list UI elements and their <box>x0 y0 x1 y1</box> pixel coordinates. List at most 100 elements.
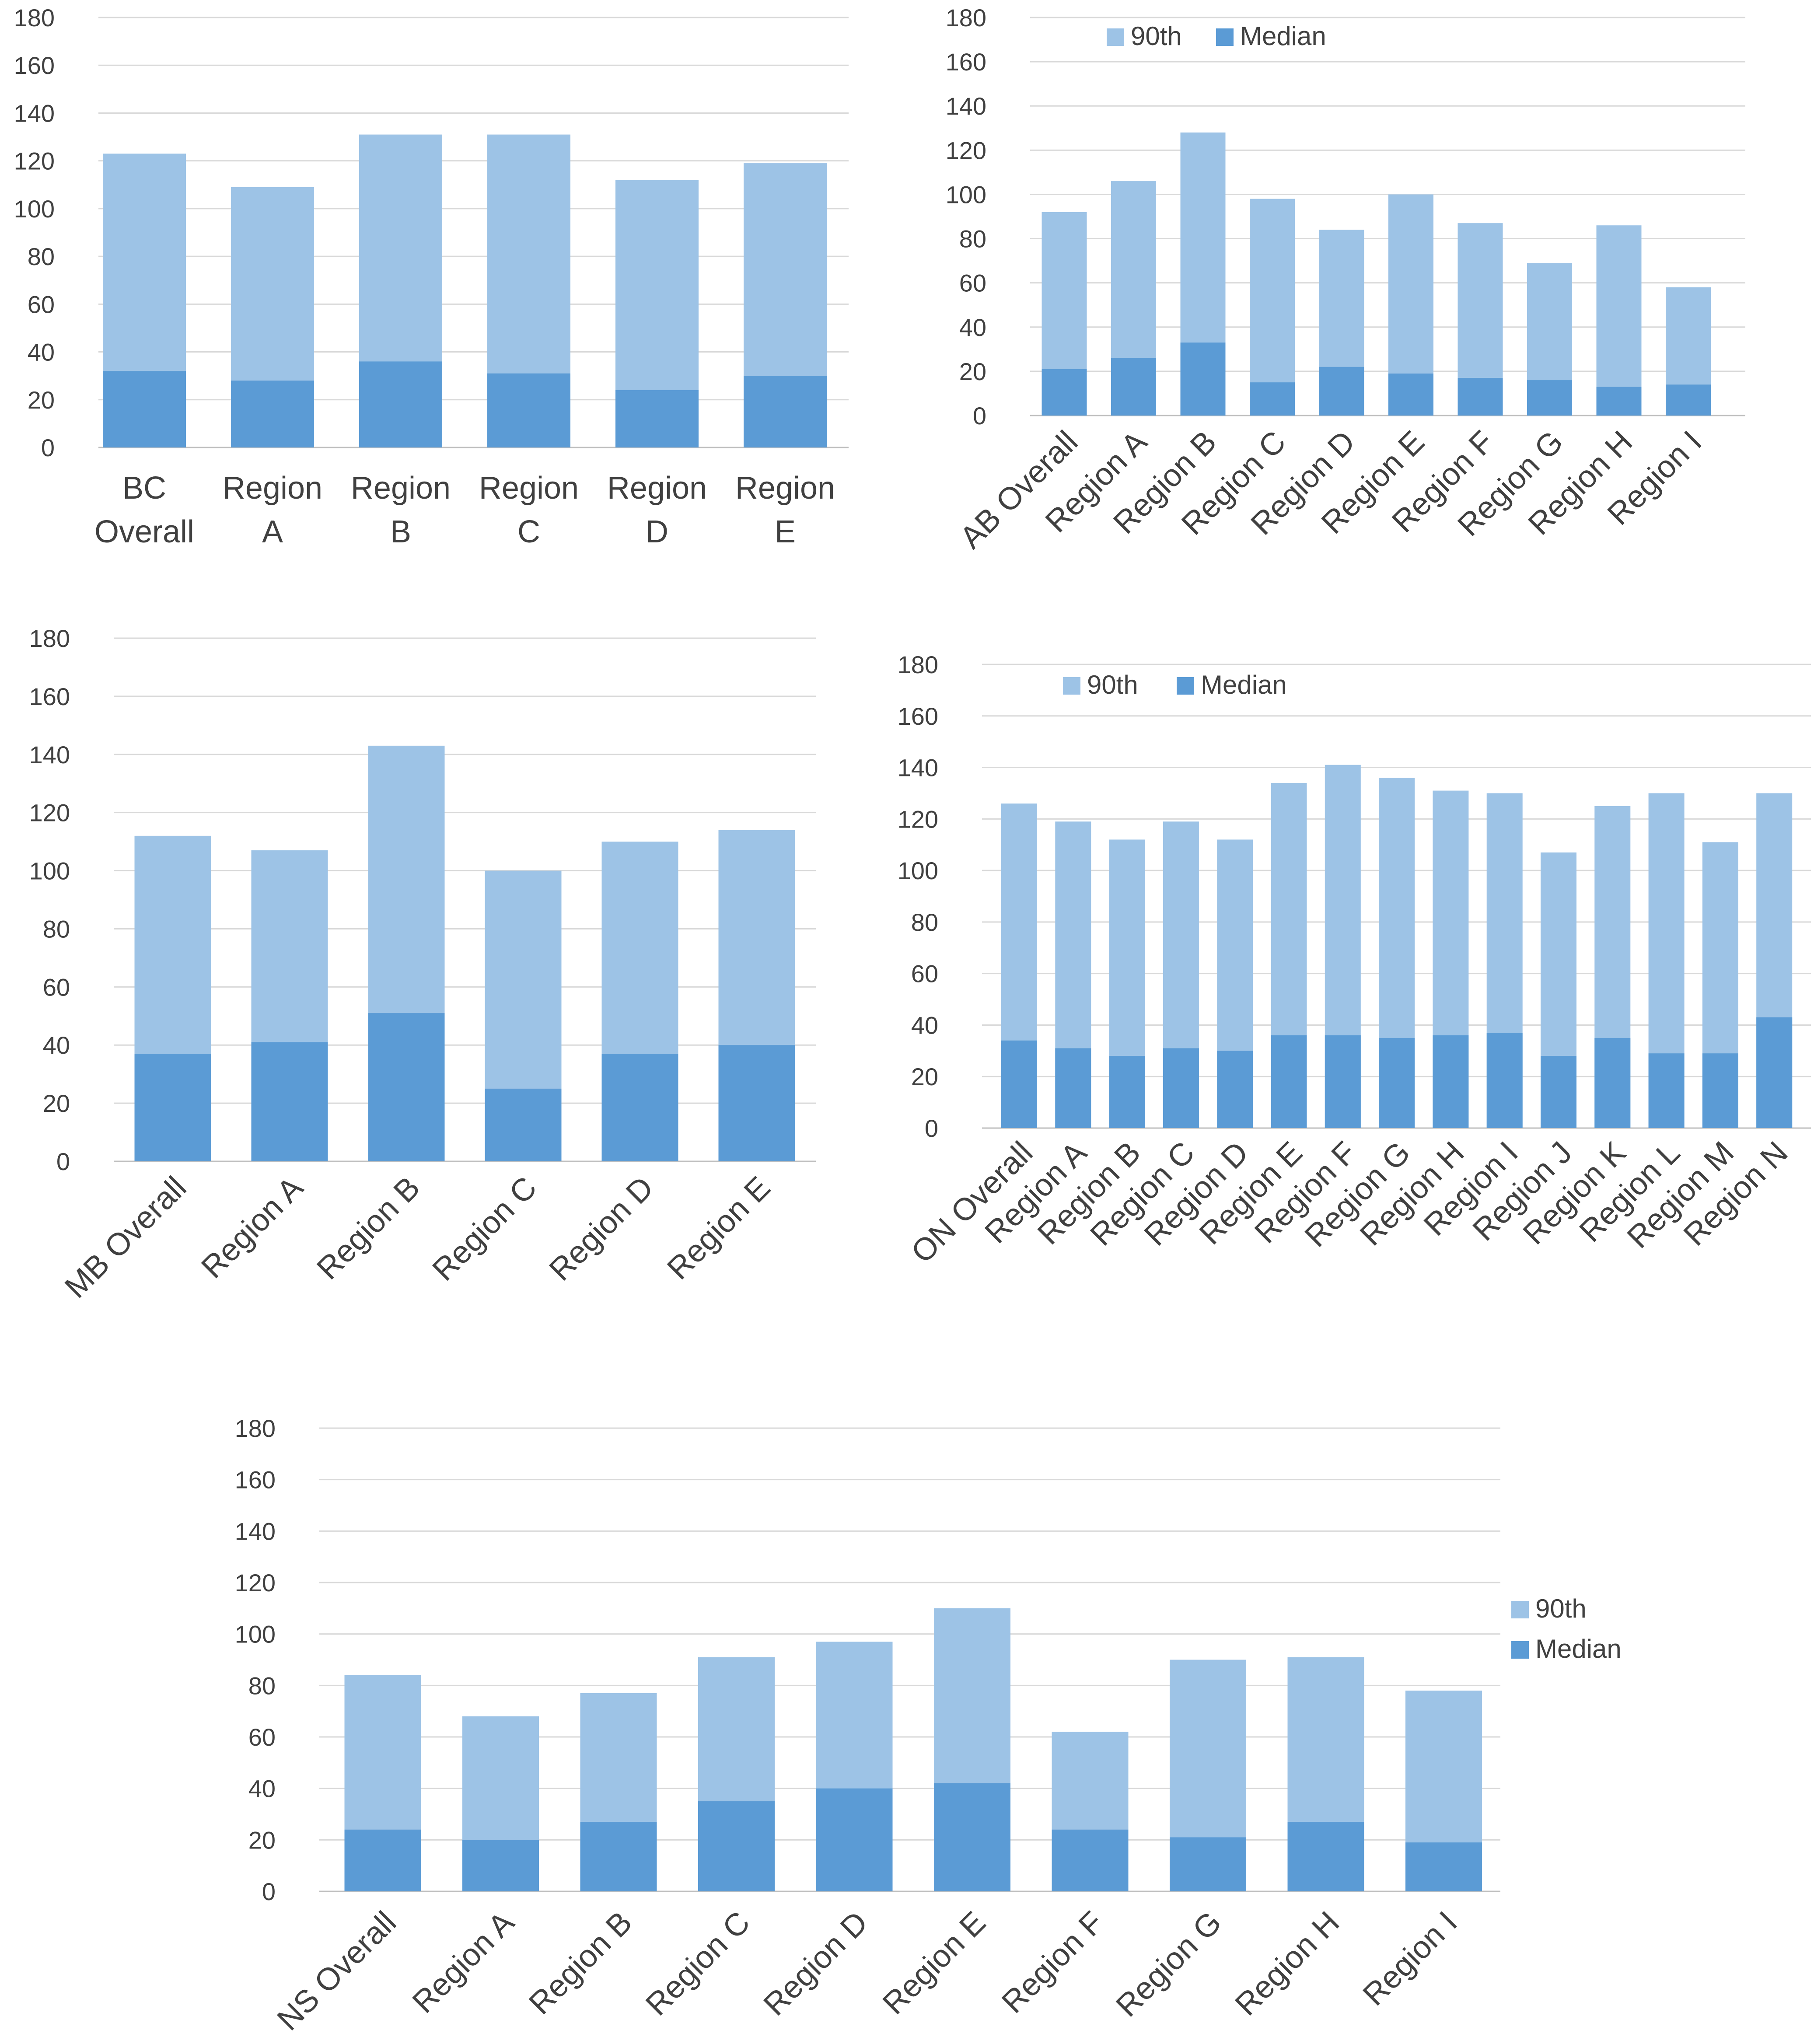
y-tick-label: 160 <box>14 52 55 79</box>
bar-median <box>1042 369 1087 416</box>
bar-median <box>1001 1040 1037 1128</box>
y-tick-label: 80 <box>43 915 70 943</box>
y-tick-label: 140 <box>898 754 938 782</box>
y-tick-label: 120 <box>946 136 986 164</box>
bar-median <box>485 1088 562 1161</box>
legend-label-90th: 90th <box>1535 1594 1587 1623</box>
bar-median <box>1388 373 1433 416</box>
bar-median <box>359 361 442 447</box>
x-tick-label: MB Overall <box>58 1170 193 1305</box>
y-tick-label: 80 <box>959 225 986 253</box>
x-tick-label: Region F <box>995 1905 1110 2020</box>
y-tick-label: 120 <box>235 1569 276 1597</box>
bar-median <box>1052 1829 1129 1891</box>
legend-label-90th: 90th <box>1131 21 1182 51</box>
y-tick-label: 140 <box>14 99 55 127</box>
legend-label-90th: 90th <box>1087 670 1138 699</box>
bar-median <box>1163 1048 1199 1128</box>
y-tick-label: 20 <box>43 1090 70 1117</box>
bar-median <box>1666 384 1711 416</box>
bar-median <box>1170 1837 1246 1891</box>
y-tick-label: 60 <box>248 1723 276 1751</box>
y-tick-label: 60 <box>43 973 70 1001</box>
bar-90th <box>1250 199 1295 416</box>
y-tick-label: 160 <box>235 1466 276 1494</box>
x-tick-label: BC Overall <box>94 471 194 549</box>
y-tick-label: 140 <box>235 1517 276 1545</box>
y-tick-label: 160 <box>946 48 986 76</box>
legend-swatch-90th <box>1511 1601 1529 1618</box>
x-tick-label: Region G <box>1109 1905 1228 2024</box>
bar-median <box>601 1054 678 1161</box>
y-tick-label: 40 <box>248 1775 276 1803</box>
bar-median <box>134 1054 211 1161</box>
bar-median <box>1541 1056 1576 1128</box>
x-tick-label: Region D <box>757 1905 874 2023</box>
x-tick-label: Region E <box>876 1905 993 2021</box>
bar-median <box>231 381 314 447</box>
x-tick-label: Region C <box>479 471 579 549</box>
y-tick-label: 80 <box>28 243 55 270</box>
y-tick-label: 100 <box>14 195 55 223</box>
x-tick-label: Region E <box>735 471 835 549</box>
legend-label-median: Median <box>1201 670 1287 699</box>
x-tick-label: Region B <box>522 1905 639 2021</box>
legend-swatch-median <box>1177 677 1194 695</box>
y-tick-label: 40 <box>28 339 55 366</box>
y-tick-label: 160 <box>29 683 70 710</box>
x-tick-label: Region H <box>1228 1905 1346 2023</box>
bar-median <box>251 1042 328 1161</box>
y-tick-label: 100 <box>898 857 938 884</box>
bar-median <box>1287 1822 1364 1891</box>
bar-median <box>1594 1038 1631 1128</box>
x-tick-label: Region A <box>195 1170 310 1285</box>
y-tick-label: 120 <box>14 147 55 175</box>
bar-median <box>1433 1035 1469 1128</box>
bar-median <box>1457 378 1503 416</box>
y-tick-label: 60 <box>911 960 938 988</box>
y-tick-label: 40 <box>911 1011 938 1039</box>
y-tick-label: 40 <box>43 1031 70 1059</box>
bar-median <box>1596 387 1642 416</box>
bar-median <box>368 1013 445 1161</box>
y-tick-label: 0 <box>262 1878 276 1905</box>
legend-label-median: Median <box>1240 21 1326 51</box>
bar-median <box>1648 1053 1685 1128</box>
bar-median <box>744 376 827 447</box>
x-tick-label: Region B <box>351 471 451 549</box>
bar-median <box>1271 1035 1307 1128</box>
bar-median <box>1486 1033 1523 1128</box>
x-tick-label: Region B <box>310 1170 426 1286</box>
y-tick-label: 100 <box>235 1621 276 1648</box>
bar-median <box>462 1840 539 1891</box>
x-tick-label: Region C <box>639 1905 757 2023</box>
y-tick-label: 40 <box>959 314 986 341</box>
legend-swatch-90th <box>1107 28 1124 46</box>
bar-median <box>816 1788 893 1891</box>
bar-median <box>1217 1051 1253 1128</box>
y-tick-label: 20 <box>959 358 986 385</box>
y-tick-label: 120 <box>29 799 70 827</box>
bar-median <box>344 1829 421 1891</box>
bar-median <box>1756 1017 1793 1128</box>
x-tick-label: Region A <box>406 1905 521 2020</box>
bar-median <box>615 390 699 447</box>
bar-median <box>580 1822 657 1891</box>
x-tick-label: Region D <box>607 471 707 549</box>
bar-median <box>1405 1842 1482 1891</box>
y-tick-label: 0 <box>56 1148 70 1175</box>
y-tick-label: 120 <box>898 805 938 833</box>
y-tick-label: 20 <box>248 1826 276 1854</box>
x-tick-label: Region I <box>1356 1905 1464 2013</box>
y-tick-label: 180 <box>29 625 70 652</box>
y-tick-label: 80 <box>248 1672 276 1699</box>
y-tick-label: 180 <box>898 651 938 678</box>
y-tick-label: 100 <box>29 857 70 885</box>
bar-median <box>698 1801 775 1891</box>
y-tick-label: 180 <box>235 1415 276 1442</box>
bar-90th <box>1596 225 1642 416</box>
